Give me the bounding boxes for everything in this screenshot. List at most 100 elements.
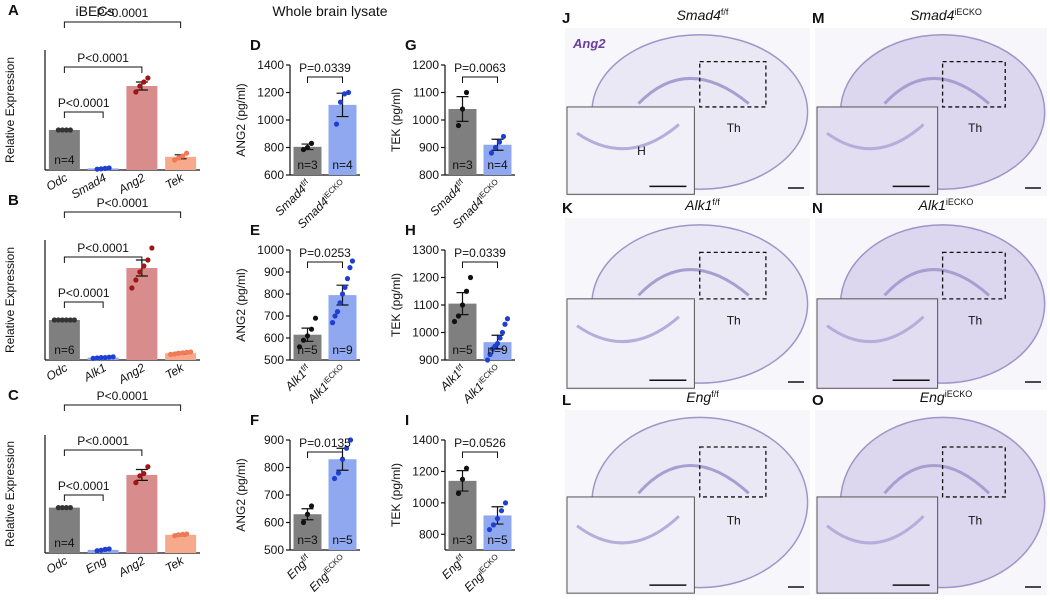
genotype: Eng bbox=[686, 389, 711, 405]
bar bbox=[328, 295, 357, 360]
data-point bbox=[345, 89, 352, 96]
zoom-box bbox=[941, 251, 1006, 300]
data-point bbox=[137, 83, 143, 89]
n-label: n=5 bbox=[452, 343, 473, 357]
category-name: Ang2 bbox=[115, 360, 147, 387]
category-superscript: iECKO bbox=[476, 552, 500, 576]
p-value: P<0.0001 bbox=[77, 51, 129, 65]
n-label: n=4 bbox=[487, 158, 508, 172]
significance-bracket bbox=[63, 66, 143, 73]
data-point bbox=[331, 475, 338, 482]
bar bbox=[48, 507, 80, 553]
y-axis-label: TEK (pg/ml) bbox=[389, 88, 403, 152]
data-point bbox=[133, 89, 139, 95]
genotype: Smad4 bbox=[677, 7, 722, 23]
y-axis-label: TEK (pg/ml) bbox=[389, 273, 403, 337]
inset-structure bbox=[576, 315, 680, 344]
data-point bbox=[347, 437, 354, 443]
data-point bbox=[94, 548, 100, 554]
data-point bbox=[63, 317, 69, 323]
category-name: Odc bbox=[44, 360, 70, 383]
panel-title: Alk1f/f bbox=[684, 197, 720, 213]
p-value: P=0.0063 bbox=[454, 61, 506, 75]
significance-bracket bbox=[307, 451, 343, 458]
data-point bbox=[335, 470, 342, 476]
y-tick-label: 900 bbox=[264, 433, 284, 447]
data-point bbox=[184, 531, 190, 537]
y-tick-label: 1400 bbox=[412, 433, 439, 447]
zoom-box bbox=[699, 446, 767, 498]
y-axis-label: ANG2 (pg/ml) bbox=[234, 83, 248, 156]
significance-bracket bbox=[63, 301, 104, 308]
genotype-superscript: iECKO bbox=[945, 389, 973, 399]
data-point bbox=[343, 445, 350, 451]
data-point bbox=[102, 355, 108, 361]
significance-bracket bbox=[462, 76, 498, 83]
y-tick-label: 900 bbox=[264, 265, 284, 279]
data-point bbox=[341, 91, 348, 97]
x-tick-label: Tek bbox=[163, 553, 187, 575]
category-name: Odc bbox=[44, 170, 70, 193]
y-axis-label: ANG2 (pg/ml) bbox=[234, 458, 248, 531]
inset bbox=[816, 298, 939, 389]
data-point bbox=[494, 340, 501, 347]
category-superscript: iECKO bbox=[321, 177, 345, 201]
data-point bbox=[98, 547, 104, 553]
zoom-box bbox=[941, 446, 1006, 498]
y-tick-label: 1200 bbox=[412, 271, 439, 285]
p-value: P=0.0339 bbox=[299, 61, 351, 75]
p-value: P=0.0135 bbox=[299, 436, 351, 450]
data-point bbox=[180, 531, 186, 537]
data-point bbox=[55, 127, 61, 133]
data-point bbox=[332, 313, 338, 319]
panel-title: EngiECKO bbox=[920, 389, 972, 405]
data-point bbox=[337, 99, 344, 105]
data-point bbox=[90, 355, 96, 361]
y-tick-label: 600 bbox=[264, 168, 284, 182]
y-tick-label: 500 bbox=[264, 543, 284, 557]
panel-label: F bbox=[250, 412, 259, 429]
data-point bbox=[137, 473, 143, 479]
y-axis-label: ANG2 (pg/ml) bbox=[234, 268, 248, 341]
data-point bbox=[339, 291, 346, 297]
x-tick-label: Engf/f bbox=[439, 551, 470, 582]
data-point bbox=[455, 490, 462, 497]
panel-label: C bbox=[8, 387, 19, 404]
y-tick-label: 1000 bbox=[412, 326, 439, 340]
hippocampus bbox=[883, 76, 990, 105]
data-point bbox=[145, 75, 151, 81]
genotype-superscript: f/f bbox=[721, 7, 729, 17]
data-point bbox=[67, 505, 73, 511]
x-tick-label: Ang2 bbox=[115, 553, 147, 580]
data-point bbox=[486, 526, 493, 533]
significance-bracket bbox=[307, 261, 343, 268]
data-point bbox=[504, 316, 511, 322]
region-label: Th bbox=[727, 121, 741, 135]
inset bbox=[816, 106, 939, 195]
header: iBECs bbox=[76, 3, 115, 19]
panel-label: A bbox=[8, 2, 19, 19]
significance-bracket bbox=[63, 404, 182, 411]
data-point bbox=[106, 546, 112, 552]
x-tick-label: Alk1f/f bbox=[281, 361, 314, 394]
n-label: n=6 bbox=[54, 343, 75, 357]
data-point bbox=[141, 263, 147, 269]
bar bbox=[126, 268, 158, 360]
category-superscript: f/f bbox=[299, 551, 311, 563]
data-point bbox=[67, 317, 73, 323]
inset bbox=[566, 496, 695, 594]
data-point bbox=[176, 155, 182, 161]
data-point bbox=[349, 258, 356, 264]
inset-structure bbox=[826, 515, 925, 545]
data-point bbox=[459, 106, 466, 112]
data-point bbox=[304, 333, 311, 339]
data-point bbox=[137, 269, 143, 275]
data-point bbox=[308, 503, 315, 509]
significance-bracket bbox=[462, 261, 498, 268]
data-point bbox=[459, 302, 466, 308]
category-superscript: iECKO bbox=[476, 177, 500, 201]
p-value: P<0.0001 bbox=[97, 196, 149, 210]
category-superscript: iECKO bbox=[321, 362, 345, 386]
data-point bbox=[133, 480, 139, 486]
panel-label: L bbox=[562, 392, 571, 409]
